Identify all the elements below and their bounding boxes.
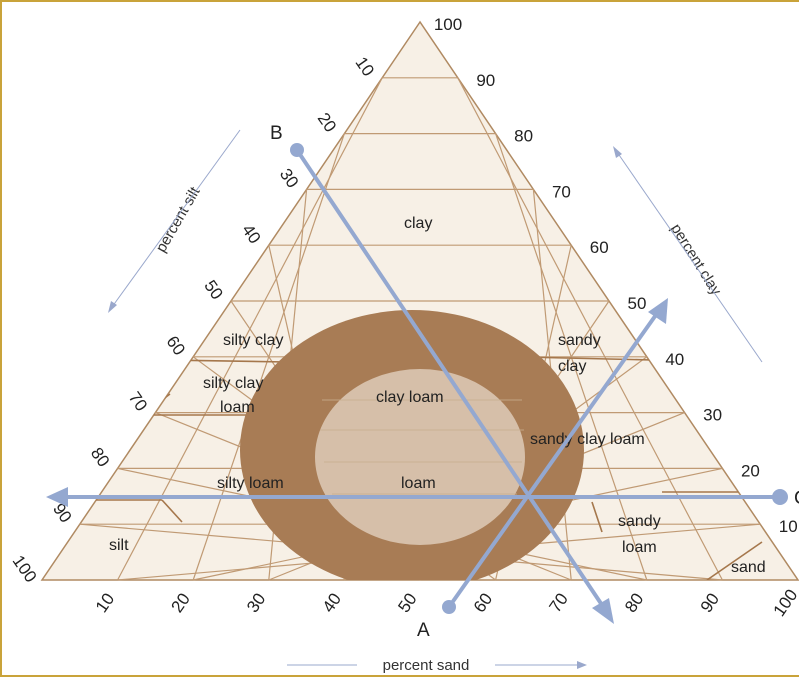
sand-tick-label: 70 <box>545 590 571 616</box>
arrow-head-b <box>592 598 614 624</box>
clay-tick-label: 60 <box>590 238 609 257</box>
silt-tick-label: 40 <box>238 221 264 247</box>
silt-tick-label: 10 <box>351 53 377 79</box>
zone-clay-loam: clay loam <box>376 389 444 406</box>
inner-grid <box>320 399 524 495</box>
pointer-lines <box>46 143 788 624</box>
silt-arrow-head <box>108 301 117 313</box>
sand-tick-label: 20 <box>167 590 193 616</box>
zone-silty-clay-loam-line1: silty clay <box>203 375 263 392</box>
silt-tick-label: 60 <box>162 332 188 358</box>
clay-tick-label: 90 <box>476 71 495 90</box>
zone-loam: loam <box>401 475 436 492</box>
axis-title-sand-text: percent sand <box>383 657 470 674</box>
silt-tick-label: 70 <box>125 388 151 414</box>
pointer-line-a <box>447 310 660 609</box>
pointer-line-b <box>295 148 606 610</box>
pointer-label-a: A <box>417 620 430 641</box>
grid-line <box>495 133 648 581</box>
silt-tick-label: 50 <box>200 277 226 303</box>
clay-tick-label: 100 <box>434 15 462 34</box>
sand-tick-label: 60 <box>470 590 496 616</box>
sand-tick-label: 90 <box>697 590 723 616</box>
axis-title-silt-text: percent silt <box>153 183 204 255</box>
zone-silt: silt <box>109 537 129 554</box>
clay-tick-label: 50 <box>628 294 647 313</box>
zone-sandy-loam-line1: sandy <box>618 513 661 530</box>
sand-tick-label: 30 <box>243 590 269 616</box>
silt-tick-label: 100 <box>9 552 41 586</box>
clay-tick-label: 80 <box>514 127 533 146</box>
axis-title-clay: percent clay <box>613 146 763 363</box>
pointer-dot-c <box>772 489 788 505</box>
zone-silty-loam: silty loam <box>217 475 284 492</box>
sand-tick-label: 40 <box>319 590 345 616</box>
pointer-label-b: B <box>270 123 283 144</box>
sand-arrow-head <box>577 661 587 669</box>
pointer-dot-a <box>442 600 456 614</box>
sand-tick-label: 80 <box>621 590 647 616</box>
loam-highlight <box>240 310 584 580</box>
silt-tick-label: 20 <box>314 109 340 135</box>
silt-arrow-line <box>111 129 241 308</box>
pointer-dot-b <box>290 143 304 157</box>
zone-sandy-loam-line2: loam <box>622 539 657 556</box>
zone-silty-clay-loam-line2: loam <box>220 399 255 416</box>
clay-arrow-head <box>613 146 622 158</box>
silt-tick-label: 30 <box>276 165 302 191</box>
zone-sand: sand <box>731 559 766 576</box>
clay-tick-label: 40 <box>665 350 684 369</box>
clay-tick-label: 10 <box>779 517 798 536</box>
clay-arrow-line <box>616 151 763 363</box>
sand-tick-label: 50 <box>394 590 420 616</box>
sand-tick-label: 100 <box>770 586 799 620</box>
zone-silty-clay: silty clay <box>223 332 283 349</box>
clay-tick-label: 20 <box>741 461 760 480</box>
zone-clay: clay <box>404 215 432 232</box>
clay-tick-label: 30 <box>703 406 722 425</box>
arrow-head-a <box>648 298 668 324</box>
silt-tick-label: 80 <box>87 444 113 470</box>
axis-title-clay-text: percent clay <box>667 221 725 299</box>
clay-tick-label: 70 <box>552 182 571 201</box>
zone-sandy-clay-loam: sandy clay loam <box>530 431 645 448</box>
zone-sandy-clay-line2: clay <box>558 358 586 375</box>
pointer-label-c: C <box>794 488 799 509</box>
sand-tick-label: 10 <box>92 590 118 616</box>
arrow-head-c <box>46 487 68 507</box>
zone-sandy-clay-line1: sandy <box>558 332 601 349</box>
axis-title-sand: percent sand <box>287 657 587 674</box>
